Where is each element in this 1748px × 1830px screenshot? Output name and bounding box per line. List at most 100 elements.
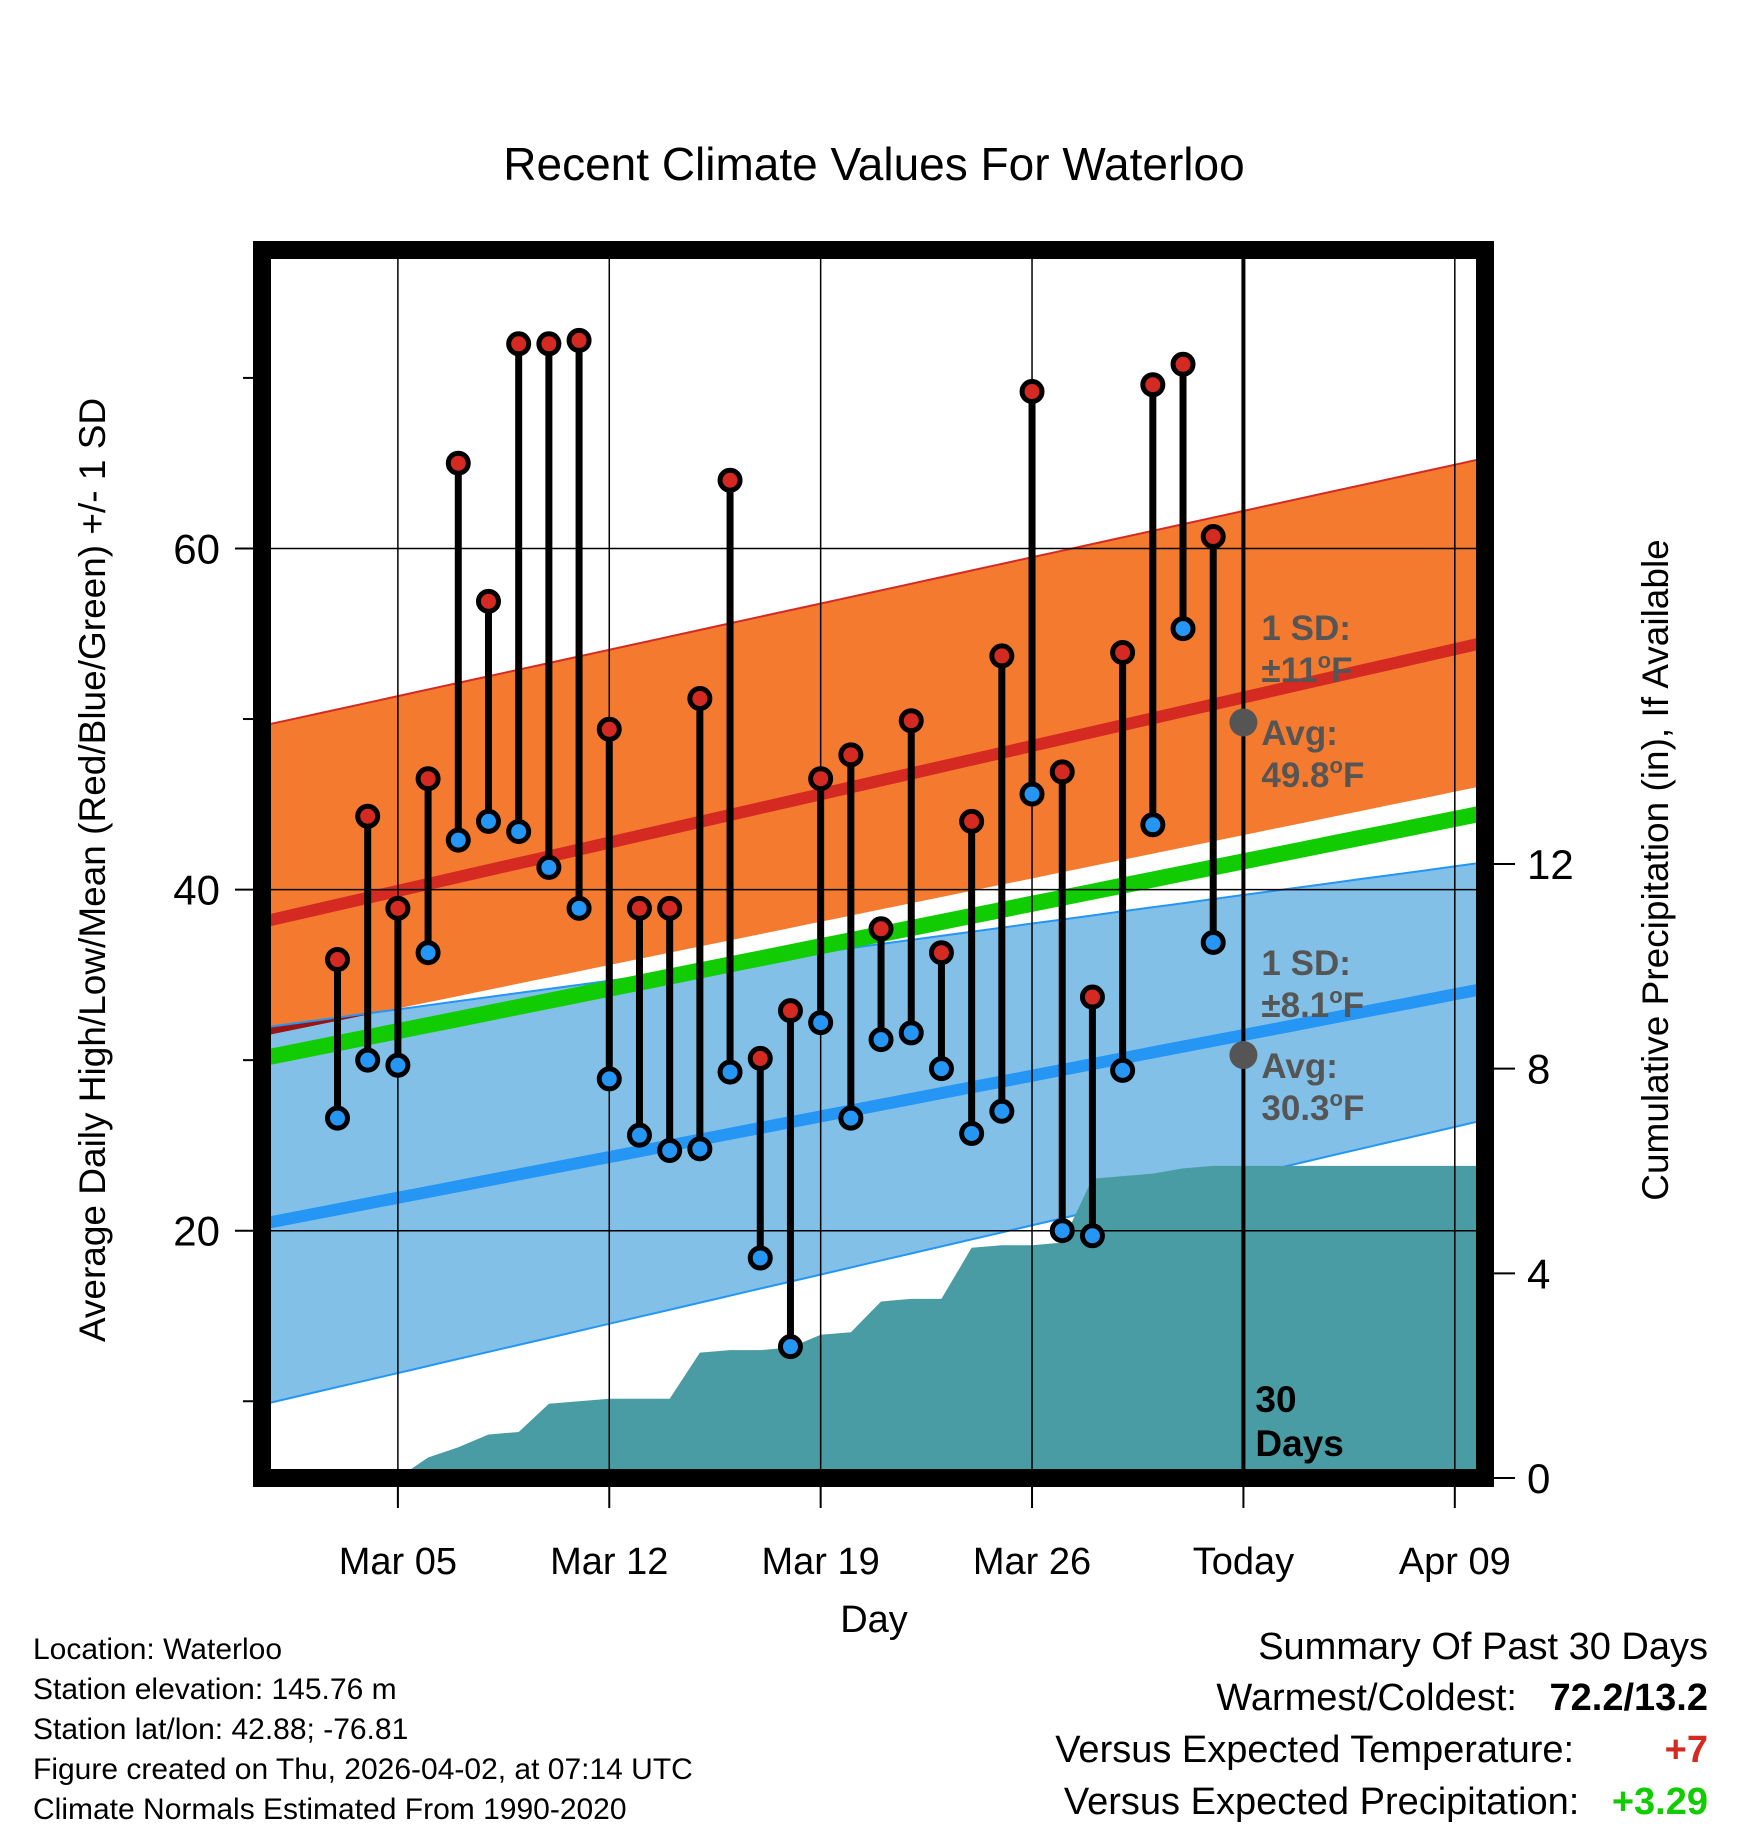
low-sd-title: 1 SD: [1261,944,1350,983]
high-sd-number: ±11 [1261,651,1317,690]
daily-low-point [747,1245,773,1271]
x-tick-label: Mar 05 [339,1541,457,1583]
daily-low-point [1049,1218,1075,1244]
daily-high-point [747,1045,773,1071]
summary-warmest-row: Warmest/Coldest: 72.2/13.2 [1055,1672,1708,1724]
daily-low-point [1140,812,1166,838]
today-low-avg-marker [1229,1041,1258,1070]
daily-high-point [324,947,350,973]
daily-low-point [415,940,441,966]
daily-low-point [1110,1057,1136,1083]
x-tick-label: Today [1193,1541,1294,1583]
x-tick-label: Mar 19 [762,1541,880,1583]
daily-low-point [717,1059,743,1085]
x-tick-label: Mar 26 [973,1541,1091,1583]
daily-high-point [355,803,381,829]
info-latlon: Station lat/lon: 42.88; -76.81 [33,1713,409,1746]
high-sd-value: ±11oF [1261,648,1352,690]
daily-high-point [626,895,652,921]
daily-high-point [1140,372,1166,398]
daily-high-point [898,708,924,734]
daily-high-point [838,742,864,768]
daily-low-point [506,819,532,845]
daily-high-point [1200,524,1226,550]
daily-low-point [355,1047,381,1073]
daily-low-point [687,1136,713,1162]
summary-temp-label: Versus Expected Temperature: [1055,1729,1575,1771]
high-sd-band [262,458,1485,1037]
daily-high-point [717,467,743,493]
daily-low-point [324,1105,350,1131]
daily-low-point [596,1066,622,1092]
chart-title: Recent Climate Values For Waterloo [503,138,1244,190]
daily-high-point [959,808,985,834]
high-sd-unit: F [1331,651,1352,690]
daily-low-point [808,1010,834,1036]
daily-low-point [566,895,592,921]
daily-high-point [657,895,683,921]
low-sd-degree: o [1329,983,1342,1008]
daily-high-point [475,588,501,614]
daily-high-point [1110,640,1136,666]
high-avg-value: 49.8oF [1261,753,1364,795]
summary-panel: Summary Of Past 30 Days Warmest/Coldest:… [1055,1622,1708,1828]
high-avg-title: Avg: [1261,714,1337,753]
high-avg-number: 49.8 [1261,756,1329,795]
summary-precip-value: +3.29 [1611,1781,1708,1823]
low-avg-title: Avg: [1261,1047,1337,1086]
info-normals: Climate Normals Estimated From 1990-2020 [33,1793,627,1826]
precip-area [337,1165,1485,1478]
y2-axis-label: Cumulative Precipitation (in), If Availa… [1635,539,1676,1201]
daily-high-point [385,895,411,921]
summary-temp-row: Versus Expected Temperature: +7 [1055,1724,1708,1776]
daily-high-point [808,766,834,792]
daily-high-point [415,766,441,792]
daily-high-point [1170,351,1196,377]
daily-low-point [959,1120,985,1146]
low-avg-number: 30.3 [1261,1089,1329,1128]
x-tick-label: Mar 12 [550,1541,668,1583]
daily-low-point [1019,781,1045,807]
daily-high-point [1019,379,1045,405]
y2-tick-label: 4 [1527,1250,1550,1297]
daily-high-point [777,998,803,1024]
x-axis-label: Day [840,1599,908,1641]
y-tick-label: 40 [173,867,220,914]
y-axis-label: Average Daily High/Low/Mean (Red/Blue/Gr… [72,398,113,1342]
today-high-avg-marker [1229,708,1258,737]
daily-low-point [475,808,501,834]
high-sd-upper-edge [262,457,1485,727]
info-created: Figure created on Thu, 2026-04-02, at 07… [33,1753,693,1786]
window-label-days: Days [1255,1423,1343,1464]
y-tick-label: 60 [173,525,220,572]
daily-high-point [566,327,592,353]
daily-low-point [838,1105,864,1131]
station-info: Location: Waterloo Station elevation: 14… [33,1630,693,1830]
daily-low-point [868,1027,894,1053]
daily-high-point [596,716,622,742]
summary-precip-row: Versus Expected Precipitation: +3.29 [1055,1776,1708,1828]
summary-temp-value: +7 [1664,1729,1708,1771]
daily-high-point [536,331,562,357]
low-avg-degree: o [1330,1086,1343,1111]
normal-low-line [262,982,1485,1230]
info-location: Location: Waterloo [33,1633,283,1666]
daily-low-point [989,1098,1015,1124]
low-sd-unit: F [1343,986,1364,1025]
summary-warmest-value: 72.2/13.2 [1549,1677,1708,1719]
daily-high-point [1049,759,1075,785]
daily-low-point [445,827,471,853]
daily-low-point [777,1334,803,1360]
summary-warmest-label: Warmest/Coldest: [1216,1677,1517,1719]
daily-high-point [868,916,894,942]
window-label-number: 30 [1255,1379,1296,1420]
daily-low-point [928,1056,954,1082]
daily-low-point [385,1052,411,1078]
daily-high-point [506,331,532,357]
daily-high-point [1079,984,1105,1010]
info-elevation: Station elevation: 145.76 m [33,1673,397,1706]
summary-heading: Summary Of Past 30 Days [1258,1626,1708,1668]
daily-high-point [445,450,471,476]
